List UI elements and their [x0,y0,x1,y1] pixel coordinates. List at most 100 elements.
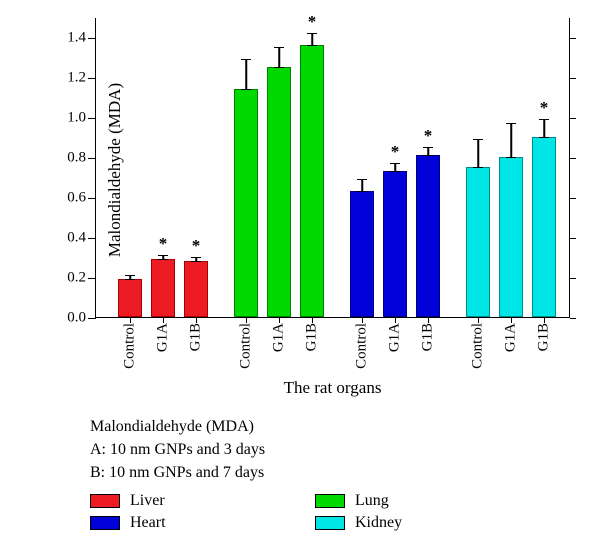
x-axis-title: The rat organs [95,378,570,398]
y-tick [570,318,576,319]
x-tick-label: G1B [536,323,553,351]
right-spine [569,18,571,317]
error-cap [274,47,284,49]
chart-legend: Liver Lung Heart Kidney [90,492,540,536]
bar [416,155,440,317]
x-tick-label: G1A [155,323,172,352]
error-bar [361,179,363,191]
significance-star: * [159,234,168,254]
error-cap [307,33,317,35]
x-tick-label: Control [238,323,255,369]
legend-item: Heart [90,514,315,532]
legend-swatch [315,494,345,508]
bar [532,137,556,317]
error-cap [158,255,168,257]
error-cap [125,279,135,281]
y-tick-label: 0.8 [67,150,86,167]
error-cap [539,119,549,121]
bar [499,157,523,317]
y-tick [570,38,576,39]
bar [118,279,142,317]
x-tick-label: G1A [387,323,404,352]
y-tick [88,38,96,39]
significance-star: * [192,236,201,256]
legend-label: Kidney [355,514,402,532]
y-tick [88,238,96,239]
x-tick-label: G1B [304,323,321,351]
error-cap [357,191,367,193]
error-cap [390,171,400,173]
significance-star: * [391,142,400,162]
error-cap [191,257,201,259]
y-tick [88,118,96,119]
y-tick [570,278,576,279]
y-tick-label: 1.0 [67,110,86,127]
x-tick-label: G1B [420,323,437,351]
error-cap [274,67,284,69]
error-cap [423,155,433,157]
y-tick-label: 1.4 [67,30,86,47]
bar [234,89,258,317]
error-cap [473,167,483,169]
significance-star: * [540,98,549,118]
error-cap [241,89,251,91]
y-tick [88,78,96,79]
error-cap [539,137,549,139]
y-tick-label: 0.4 [67,230,86,247]
legend-label: Lung [355,492,389,510]
bar [267,67,291,317]
error-cap [241,59,251,61]
x-tick-label: Control [470,323,487,369]
legend-swatch [90,494,120,508]
bar [383,171,407,317]
y-tick [570,238,576,239]
error-cap [191,261,201,263]
caption-line: Malondialdehyde (MDA) [90,415,265,438]
mda-bar-chart: Malondialdehyde (MDA) 0.00.20.40.60.81.0… [0,0,600,410]
x-tick-label: Control [354,323,371,369]
y-tick-label: 0.2 [67,270,86,287]
y-tick [88,158,96,159]
error-cap [473,139,483,141]
y-tick [88,198,96,199]
bar [350,191,374,317]
error-bar [477,139,479,167]
legend-label: Liver [130,492,165,510]
error-bar [510,123,512,157]
legend-swatch [315,516,345,530]
y-tick [88,278,96,279]
y-tick [570,118,576,119]
error-cap [125,275,135,277]
error-cap [357,179,367,181]
caption-line: B: 10 nm GNPs and 7 days [90,461,265,484]
error-cap [307,45,317,47]
caption-line: A: 10 nm GNPs and 3 days [90,438,265,461]
error-bar [311,33,313,45]
error-bar [278,47,280,67]
x-tick-label: G1B [188,323,205,351]
error-bar [543,119,545,137]
bar [466,167,490,317]
error-cap [390,163,400,165]
bar [151,259,175,317]
legend-item: Liver [90,492,315,510]
legend-item: Lung [315,492,540,510]
legend-item: Kidney [315,514,540,532]
y-tick [88,318,96,319]
plot-area: 0.00.20.40.60.81.01.21.4Control*G1A*G1BC… [95,18,570,318]
error-cap [506,123,516,125]
error-cap [423,147,433,149]
legend-swatch [90,516,120,530]
chart-caption: Malondialdehyde (MDA)A: 10 nm GNPs and 3… [90,415,265,485]
bar [300,45,324,317]
error-cap [158,259,168,261]
y-tick-label: 1.2 [67,70,86,87]
y-tick-label: 0.0 [67,310,86,327]
error-cap [506,157,516,159]
x-tick-label: G1A [271,323,288,352]
bar [184,261,208,317]
x-tick-label: G1A [503,323,520,352]
significance-star: * [424,126,433,146]
significance-star: * [308,12,317,32]
error-bar [245,59,247,89]
